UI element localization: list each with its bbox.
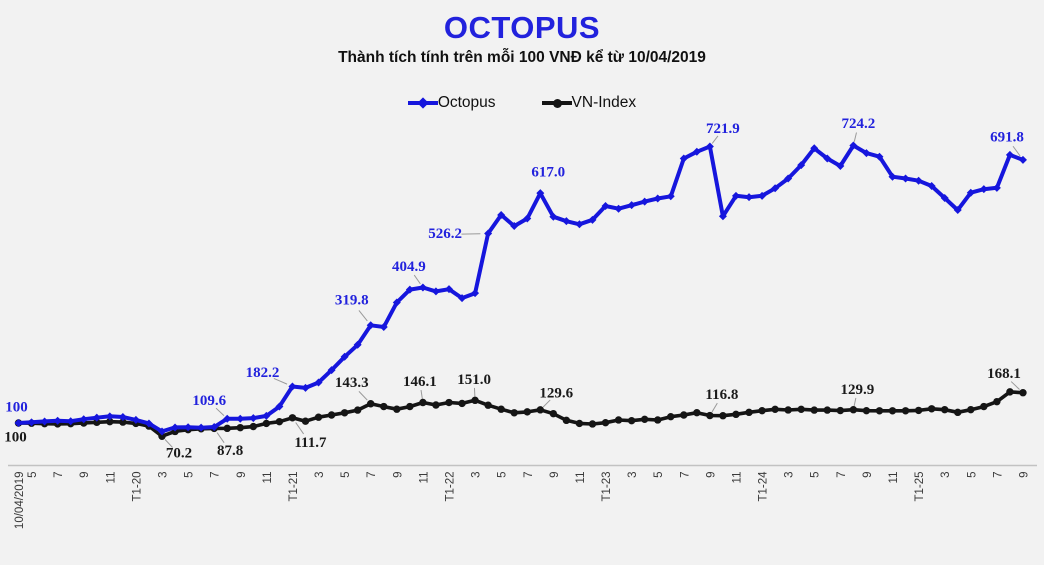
legend-label-octopus: Octopus xyxy=(437,94,496,111)
data-label-vn-index-151.0: 151.0 xyxy=(457,372,491,388)
svg-text:7: 7 xyxy=(679,472,691,478)
svg-text:T1-24: T1-24 xyxy=(758,471,770,502)
svg-text:11: 11 xyxy=(105,472,117,484)
data-label-vn-index-87.8: 87.8 xyxy=(217,443,243,459)
data-label-octopus-109.6: 109.6 xyxy=(192,393,226,409)
svg-text:7: 7 xyxy=(523,472,535,478)
data-label-vn-index-129.6: 129.6 xyxy=(539,385,573,401)
data-label-octopus-404.9: 404.9 xyxy=(392,259,426,275)
data-label-octopus-724.2: 724.2 xyxy=(842,116,876,132)
page-title: OCTOPUS xyxy=(443,10,601,45)
vnindex-line-icon xyxy=(541,98,572,108)
svg-text:11: 11 xyxy=(575,472,587,484)
svg-text:7: 7 xyxy=(53,472,65,478)
svg-text:T1-21: T1-21 xyxy=(288,472,300,502)
data-label-octopus-691.8: 691.8 xyxy=(990,129,1024,145)
svg-text:9: 9 xyxy=(862,472,874,478)
legend-label-vnindex: VN-Index xyxy=(571,94,637,111)
data-label-vn-index-116.8: 116.8 xyxy=(705,387,738,403)
data-label-vn-index-111.7: 111.7 xyxy=(294,435,327,451)
svg-text:3: 3 xyxy=(314,472,326,478)
svg-text:7: 7 xyxy=(836,472,848,478)
svg-text:11: 11 xyxy=(731,472,743,484)
data-label-vn-index-100: 100 xyxy=(4,429,27,445)
data-label-octopus-319.8: 319.8 xyxy=(335,293,369,309)
data-label-octopus-617.0: 617.0 xyxy=(531,165,565,181)
svg-text:7: 7 xyxy=(992,472,1004,478)
svg-text:7: 7 xyxy=(210,472,222,478)
svg-text:9: 9 xyxy=(1018,472,1030,478)
data-label-octopus-182.2: 182.2 xyxy=(246,365,280,381)
svg-text:7: 7 xyxy=(366,472,378,478)
data-label-vn-index-70.2: 70.2 xyxy=(166,446,192,462)
svg-text:11: 11 xyxy=(262,472,274,484)
svg-text:9: 9 xyxy=(549,472,561,478)
data-label-octopus-721.9: 721.9 xyxy=(706,121,740,137)
svg-text:T1-25: T1-25 xyxy=(914,472,926,502)
svg-text:11: 11 xyxy=(888,472,900,484)
svg-text:T1-22: T1-22 xyxy=(444,472,456,502)
octopus-line-icon xyxy=(407,97,438,109)
svg-text:5: 5 xyxy=(184,472,196,478)
legend-item-octopus: Octopus xyxy=(407,94,496,112)
svg-text:5: 5 xyxy=(497,472,509,478)
data-label-octopus-526.2: 526.2 xyxy=(428,226,462,242)
legend-item-vnindex: VN-Index xyxy=(541,94,637,112)
legend: Octopus VN-Index xyxy=(0,94,1044,112)
circle-marker-icon xyxy=(552,98,562,108)
svg-text:3: 3 xyxy=(157,472,169,478)
data-label-vn-index-143.3: 143.3 xyxy=(335,375,369,391)
svg-text:3: 3 xyxy=(940,472,952,478)
svg-text:5: 5 xyxy=(966,472,978,478)
data-label-vn-index-168.1: 168.1 xyxy=(987,366,1021,382)
svg-text:9: 9 xyxy=(79,472,91,478)
svg-text:3: 3 xyxy=(627,472,639,478)
data-label-octopus-100: 100 xyxy=(5,399,28,415)
svg-text:9: 9 xyxy=(236,472,248,478)
svg-text:T1-23: T1-23 xyxy=(601,472,613,502)
diamond-marker-icon xyxy=(417,97,429,109)
data-label-vn-index-146.1: 146.1 xyxy=(403,374,437,390)
chart-subtitle: Thành tích tính trên mỗi 100 VNĐ kể từ 1… xyxy=(338,49,706,66)
data-label-vn-index-129.9: 129.9 xyxy=(841,382,875,398)
svg-text:T1-20: T1-20 xyxy=(131,472,143,502)
svg-text:10/04/2019: 10/04/2019 xyxy=(14,472,26,530)
svg-text:3: 3 xyxy=(784,472,796,478)
svg-text:5: 5 xyxy=(27,472,39,478)
svg-text:5: 5 xyxy=(810,472,822,478)
svg-text:3: 3 xyxy=(471,472,483,478)
svg-text:5: 5 xyxy=(340,472,352,478)
svg-text:9: 9 xyxy=(392,472,404,478)
svg-text:11: 11 xyxy=(418,472,430,484)
svg-text:9: 9 xyxy=(705,472,717,478)
svg-text:5: 5 xyxy=(653,472,665,478)
